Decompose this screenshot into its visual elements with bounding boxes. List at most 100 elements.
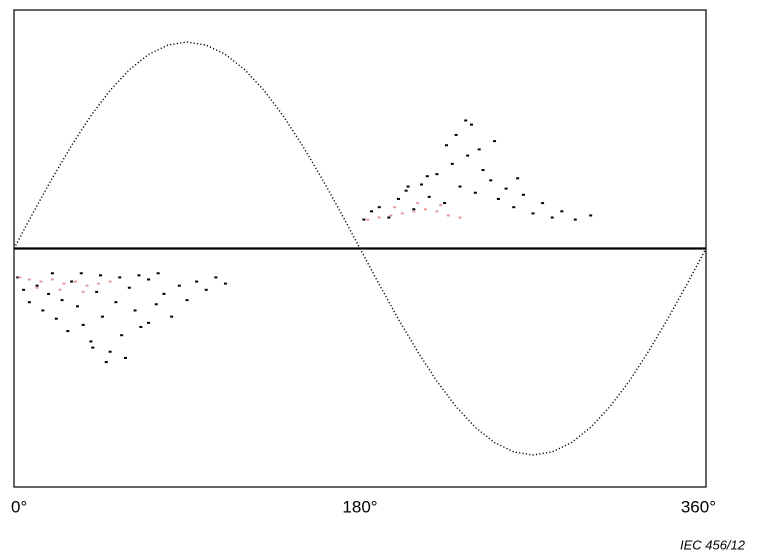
x-tick-label: 360°: [681, 497, 716, 516]
discharge-point: [393, 206, 397, 209]
discharge-point: [489, 179, 493, 182]
discharge-point: [454, 133, 458, 136]
discharge-point: [35, 286, 39, 289]
discharge-point: [223, 282, 227, 285]
discharge-point: [123, 356, 127, 359]
discharge-point: [493, 140, 497, 143]
discharge-point: [154, 303, 158, 306]
discharge-point: [133, 309, 137, 312]
discharge-point: [47, 292, 51, 295]
discharge-point: [39, 280, 43, 283]
discharge-point: [27, 278, 31, 281]
discharge-point: [195, 280, 199, 283]
discharge-point: [450, 162, 454, 165]
discharge-point: [50, 272, 54, 275]
discharge-point: [58, 288, 62, 291]
discharge-point: [162, 292, 166, 295]
discharge-point: [177, 284, 181, 287]
discharge-point: [377, 206, 381, 209]
discharge-point: [435, 173, 439, 176]
discharge-point: [35, 284, 39, 287]
discharge-point: [573, 218, 577, 221]
discharge-point: [91, 346, 95, 349]
discharge-point: [50, 278, 54, 281]
discharge-point: [27, 301, 31, 304]
discharge-point: [362, 218, 366, 221]
discharge-point: [445, 144, 448, 147]
discharge-point: [446, 214, 450, 217]
discharge-point: [18, 276, 22, 279]
discharge-point: [41, 309, 45, 312]
discharge-point: [458, 185, 462, 188]
discharge-point: [443, 202, 447, 205]
discharge-point: [97, 282, 101, 285]
discharge-point: [104, 361, 108, 364]
discharge-point: [100, 315, 104, 318]
discharge-point: [120, 334, 124, 337]
discharge-point: [521, 193, 525, 196]
discharge-point: [423, 208, 427, 211]
discharge-point: [427, 195, 431, 198]
discharge-point: [466, 154, 470, 157]
discharge-point: [541, 202, 545, 205]
discharge-point: [139, 325, 143, 328]
discharge-point: [185, 299, 189, 302]
discharge-point: [396, 197, 400, 200]
discharge-point: [439, 204, 443, 207]
discharge-point: [512, 206, 516, 209]
discharge-point: [458, 216, 462, 219]
discharge-point: [16, 276, 20, 279]
discharge-point: [108, 280, 112, 283]
discharge-point: [412, 208, 416, 211]
discharge-point: [85, 284, 89, 287]
x-tick-label: 0°: [11, 497, 27, 516]
discharge-point: [504, 187, 508, 190]
discharge-point: [550, 216, 554, 219]
discharge-point: [420, 183, 424, 186]
discharge-point: [204, 288, 208, 291]
discharge-point: [95, 290, 99, 293]
discharge-point: [425, 175, 429, 178]
discharge-point: [435, 210, 439, 213]
discharge-point: [22, 288, 26, 291]
discharge-point: [473, 191, 477, 194]
discharge-point: [170, 315, 174, 318]
discharge-point: [75, 305, 79, 308]
reference-sine: [13, 41, 707, 456]
discharge-point: [370, 210, 374, 213]
discharge-point: [99, 274, 102, 277]
discharge-point: [81, 290, 85, 293]
x-tick-label: 180°: [342, 497, 377, 516]
discharge-point: [147, 278, 151, 281]
figure-reference: IEC 456/12: [680, 537, 746, 552]
discharge-point: [79, 272, 83, 275]
discharge-point: [531, 212, 535, 215]
discharge-point: [366, 218, 370, 221]
discharge-point: [416, 202, 420, 205]
discharge-point: [412, 210, 416, 213]
discharge-point: [54, 317, 58, 320]
discharge-point: [589, 214, 593, 217]
discharge-point: [481, 169, 485, 172]
discharge-point: [108, 350, 112, 353]
discharge-point: [81, 323, 85, 326]
discharge-point: [89, 340, 93, 343]
discharge-point: [389, 214, 393, 217]
discharge-point: [66, 330, 70, 333]
discharge-point: [114, 301, 118, 304]
discharge-point: [496, 197, 500, 200]
discharge-point: [147, 321, 151, 324]
discharge-point: [156, 272, 160, 275]
discharge-point: [74, 280, 78, 283]
discharge-point: [404, 189, 408, 192]
discharge-point: [464, 119, 468, 122]
discharge-point: [387, 216, 391, 219]
discharge-point: [516, 177, 520, 180]
discharge-point: [469, 123, 473, 126]
discharge-point: [118, 276, 122, 279]
discharge-point: [377, 216, 381, 219]
discharge-point: [60, 299, 64, 302]
discharge-point: [137, 274, 141, 277]
discharge-point: [70, 280, 74, 283]
